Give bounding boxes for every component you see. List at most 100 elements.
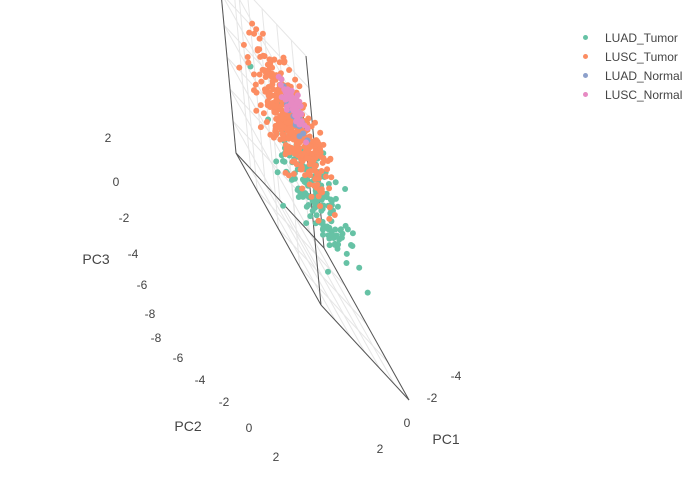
data-point [334,241,341,248]
data-point [256,35,263,42]
z-tick-label: -2 [119,211,130,225]
data-point [312,148,319,155]
data-point [356,264,363,271]
data-point [324,158,331,164]
data-point [273,158,280,165]
legend-marker-icon [583,54,588,59]
data-point [325,181,332,187]
data-point [331,212,338,218]
y-tick-label: -6 [173,351,184,365]
grid-line [235,152,322,306]
data-point [277,81,284,88]
y-axis-title: PC2 [174,418,201,434]
data-point [267,61,274,67]
data-point [271,109,278,116]
data-point [278,102,285,109]
data-point [280,158,286,164]
data-point [312,203,319,210]
data-point [269,78,276,85]
data-point [320,231,326,238]
legend-item-lusc-normal[interactable]: LUSC_Normal [578,85,682,104]
data-point [286,67,293,73]
data-point [317,146,324,153]
y-tick-label: -8 [151,331,162,345]
data-point [283,145,290,152]
data-point [283,87,290,94]
data-point [251,71,257,78]
data-point [343,260,350,266]
legend-label: LUSC_Tumor [605,49,678,64]
data-point [276,59,283,66]
data-point [297,110,304,117]
data-point [252,81,259,88]
data-point [298,166,305,173]
data-point [314,181,321,188]
data-point [326,185,333,192]
legend-label: LUAD_Tumor [605,30,678,45]
data-point [273,129,280,136]
data-point [296,83,303,90]
data-point [292,76,299,83]
y-tick-label: -4 [195,373,206,387]
data-point [263,119,270,125]
data-point [318,168,325,174]
data-point [285,119,292,126]
x-tick-label: -4 [451,369,462,383]
data-point [245,59,252,66]
data-point [328,174,335,181]
grid-line [320,304,410,401]
data-point [315,193,322,200]
data-point [253,107,260,114]
data-point [326,242,333,249]
data-point [337,227,344,234]
data-point [264,98,271,105]
data-point [299,185,306,192]
data-point [281,58,288,65]
grid-line [253,0,307,57]
x-tick-label: 2 [377,442,384,456]
data-point [257,53,264,60]
data-point [291,175,298,182]
legend-label: LUSC_Normal [605,87,683,102]
data-point [303,220,310,227]
y-tick-label: -2 [219,395,230,409]
grid-line [250,168,337,322]
data-point [288,130,294,137]
data-point [253,89,260,96]
data-point [342,186,349,192]
z-tick-label: 0 [113,175,120,189]
data-point [257,124,264,131]
y-tick-label: 2 [273,450,280,464]
data-point [282,169,289,176]
data-point [300,193,306,200]
data-point [326,204,333,211]
data-point [244,54,251,60]
data-point [278,94,285,101]
data-point [290,171,297,177]
data-point [240,41,247,48]
legend-marker-icon [583,73,588,78]
data-point [236,64,243,71]
data-point [315,217,322,224]
x-tick-label: -2 [427,391,438,405]
grid-line [221,0,237,154]
data-point [281,135,288,142]
grid-line [232,120,319,274]
data-point [262,68,269,75]
legend-marker-icon [583,92,588,97]
data-point [298,151,305,158]
legend-item-lusc-tumor[interactable]: LUSC_Tumor [578,47,682,66]
legend-item-luad-normal[interactable]: LUAD_Normal [578,66,682,85]
legend-marker-icon [583,35,588,40]
legend-item-luad-tumor[interactable]: LUAD_Tumor [578,28,682,47]
z-tick-label: -8 [145,307,156,321]
data-point [313,212,320,219]
grid-line [264,184,351,337]
data-point [257,102,264,109]
data-point [305,115,312,122]
data-point [317,129,324,136]
data-point [315,175,322,182]
z-tick-label: -4 [128,247,139,261]
data-point [297,103,304,110]
